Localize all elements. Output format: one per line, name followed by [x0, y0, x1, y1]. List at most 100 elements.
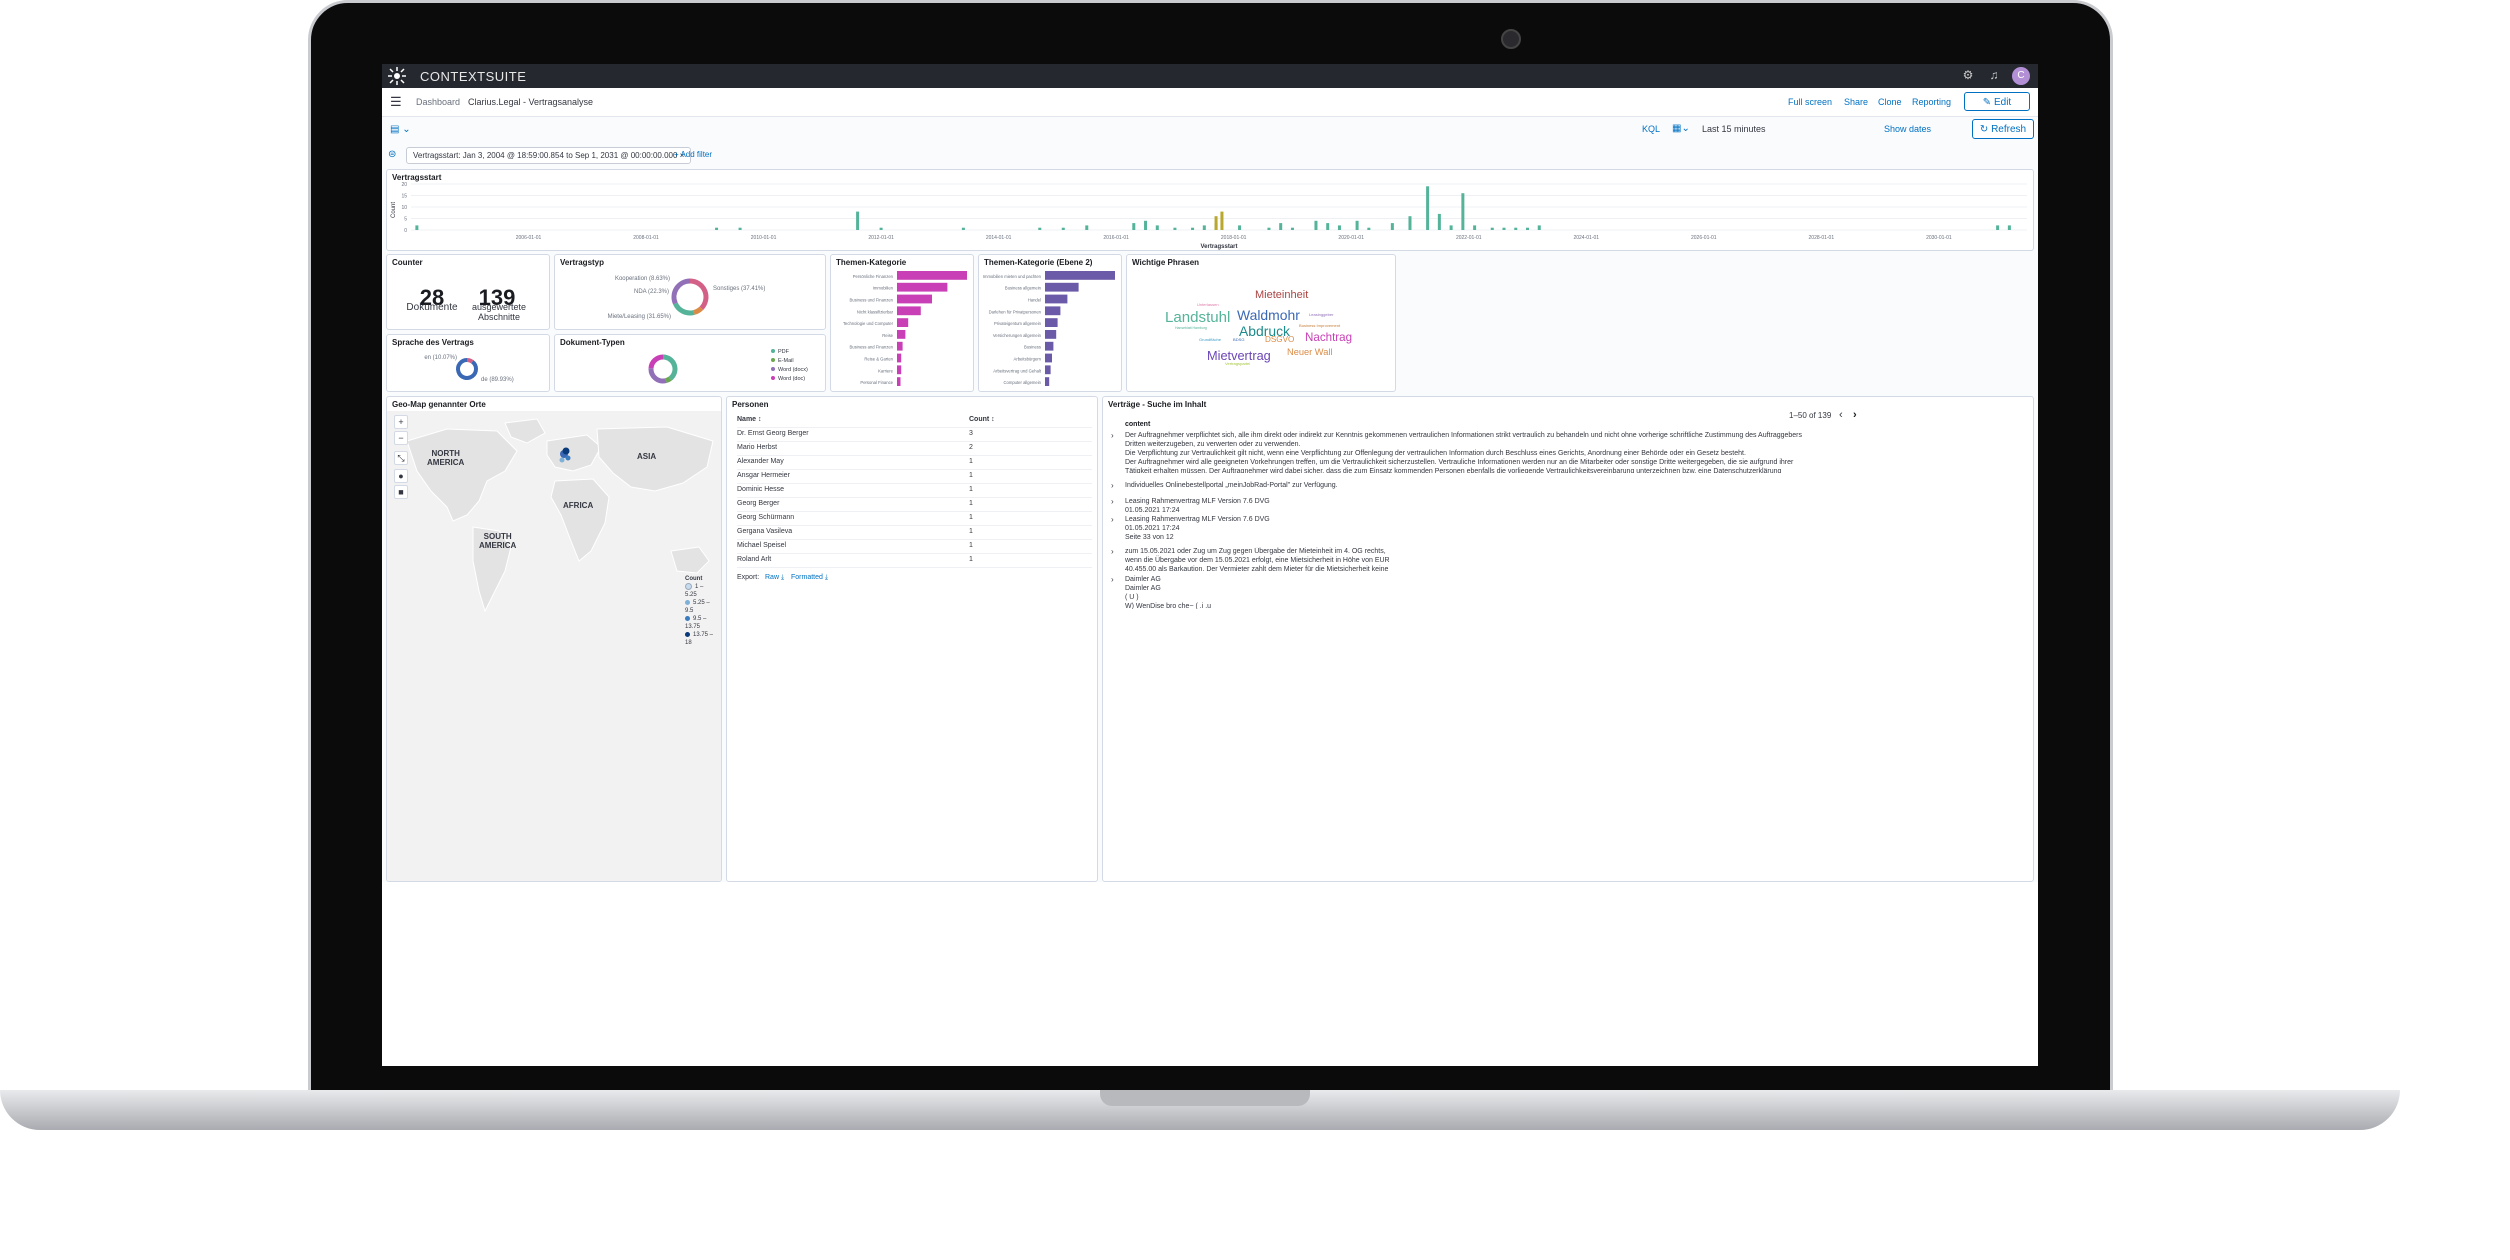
x-tick-label: 2018-01-01	[1221, 235, 1247, 241]
expand-row-icon[interactable]: ›	[1111, 575, 1114, 584]
category-bar	[897, 271, 967, 280]
time-range[interactable]: Last 15 minutes	[1702, 124, 1766, 134]
clone-link[interactable]: Clone	[1878, 97, 1902, 107]
cloud-word[interactable]: Nachtrag	[1305, 331, 1353, 344]
person-name[interactable]: Roland Arlt	[737, 556, 772, 563]
expand-row-icon[interactable]: ›	[1111, 515, 1114, 524]
cloud-word[interactable]: Waldmohr	[1237, 307, 1300, 323]
expand-row-icon[interactable]: ›	[1111, 431, 1114, 440]
table-row: Mario Herbst 2	[737, 441, 1092, 456]
y-tick-label: 5	[404, 217, 407, 223]
filter-options-icon[interactable]: ⊜	[388, 149, 397, 160]
person-name[interactable]: Gergana Vasileva	[737, 528, 793, 535]
next-page-icon[interactable]: ›	[1853, 409, 1857, 421]
edit-button[interactable]: ✎ Edit	[1964, 92, 2030, 111]
cloud-word[interactable]: Hanseblatt Hamburg	[1175, 326, 1207, 330]
zoom-out-icon[interactable]: −	[394, 431, 408, 445]
reporting-link[interactable]: Reporting	[1912, 97, 1952, 107]
avatar[interactable]: C	[2012, 67, 2030, 85]
cloud-word[interactable]: Mietvertrag	[1207, 348, 1271, 363]
cloud-word[interactable]: Abdruck	[1239, 323, 1291, 339]
histogram-bar	[1473, 225, 1477, 230]
content-cell: zum 15.05.2021 oder Zug um Zug gegen Übe…	[1125, 548, 1390, 571]
table-row: Gergana Vasileva 1	[737, 525, 1092, 540]
cloud-word[interactable]: BDSG	[1233, 337, 1245, 342]
kql-toggle[interactable]: KQL	[1642, 124, 1661, 134]
prev-page-icon[interactable]: ‹	[1839, 409, 1843, 421]
person-name[interactable]: Ansgar Hermeier	[737, 472, 790, 479]
cloud-word[interactable]: Vertragspartei	[1225, 361, 1251, 366]
histogram-bar	[1202, 225, 1206, 230]
expand-row-icon[interactable]: ›	[1111, 497, 1114, 506]
panel-personen: Personen Name ↕ Count ↕ Dr. Ernst Georg …	[726, 396, 1098, 882]
full-screen-link[interactable]: Full screen	[1788, 97, 1833, 107]
share-link[interactable]: Share	[1844, 97, 1869, 107]
top-bar: CONTEXTSUITE ⚙ ♫ C	[382, 64, 2038, 88]
export-label: Export:	[737, 574, 760, 581]
person-count: 1	[969, 472, 973, 479]
add-filter-button[interactable]: + Add filter	[674, 150, 713, 159]
contextsuite-logo-icon[interactable]	[384, 65, 410, 87]
help-icon[interactable]: ⚙	[1962, 68, 1974, 82]
cloud-word[interactable]: Business Improvement	[1299, 323, 1341, 328]
histogram-bar	[1132, 223, 1136, 230]
category-label: Technologie und Computer	[843, 321, 894, 326]
y-tick-label: 20	[401, 182, 407, 188]
category-label: Reise	[882, 333, 893, 338]
person-name[interactable]: Dominic Hesse	[737, 486, 785, 493]
person-name[interactable]: Georg Berger	[737, 500, 780, 507]
cloud-word[interactable]: Landstuhl	[1165, 309, 1231, 326]
news-icon[interactable]: ♫	[1989, 68, 1999, 82]
cloud-word[interactable]: Grundfläche	[1199, 337, 1222, 342]
col-count-header[interactable]: Count ↕	[969, 416, 995, 423]
saved-query-icon[interactable]: ▤ ⌄	[390, 124, 411, 135]
breadcrumb-dashboard[interactable]: Dashboard	[416, 97, 461, 107]
panel-title: Counter	[392, 258, 423, 267]
menu-icon[interactable]: ☰	[390, 94, 402, 109]
cloud-word[interactable]: DSGVO	[1265, 335, 1295, 344]
map-point-small[interactable]	[565, 455, 571, 461]
col-name-header[interactable]: Name ↕	[737, 416, 762, 423]
person-count: 1	[969, 514, 973, 521]
category-bar	[1045, 318, 1058, 327]
draw-rectangle-icon[interactable]: ■	[394, 485, 408, 499]
cloud-word[interactable]: Mieteinheit	[1255, 289, 1309, 301]
export-raw-link[interactable]: Raw ⤓	[765, 574, 785, 581]
category-label: Persönliche Finanzen	[853, 274, 894, 279]
calendar-icon[interactable]: ▦⌄	[1672, 123, 1690, 134]
person-name[interactable]: Michael Speisel	[737, 542, 787, 549]
histogram-bar	[1426, 186, 1430, 230]
histogram-bar	[1437, 213, 1441, 230]
show-dates-link[interactable]: Show dates	[1884, 124, 1932, 134]
close-icon[interactable]: ×	[679, 151, 685, 160]
brand-name: CONTEXTSUITE	[420, 69, 527, 84]
person-name[interactable]: Mario Herbst	[737, 444, 778, 451]
slice-label: NDA (22.3%)	[634, 289, 669, 295]
person-name[interactable]: Dr. Ernst Georg Berger	[737, 430, 809, 437]
laptop-notch	[1100, 1090, 1310, 1106]
map-point-small[interactable]	[559, 457, 565, 463]
cloud-word[interactable]: Unterlassen	[1197, 302, 1219, 307]
refresh-button[interactable]: ↻ Refresh	[1972, 119, 2034, 139]
slice-label: Sonstiges (37.41%)	[713, 286, 765, 292]
legend-label: Word (docx)	[778, 367, 808, 373]
filter-pill[interactable]: Vertragsstart: Jan 3, 2004 @ 18:59:00.85…	[406, 147, 692, 164]
person-count: 1	[969, 542, 973, 549]
asia-shape	[596, 426, 714, 492]
zoom-in-icon[interactable]: +	[394, 415, 408, 429]
histogram-bar	[1526, 227, 1530, 230]
histogram-bar	[1390, 223, 1394, 230]
person-name[interactable]: Georg Schürmann	[737, 514, 795, 521]
map-point-dark[interactable]	[562, 447, 570, 455]
cloud-word[interactable]: Leasinggeber	[1309, 312, 1334, 317]
export-formatted-link[interactable]: Formatted ⤓	[791, 574, 828, 581]
world-map[interactable]	[387, 411, 721, 882]
person-name[interactable]: Alexander May	[737, 458, 784, 465]
cloud-word[interactable]: Neuer Wall	[1287, 347, 1333, 357]
draw-point-icon[interactable]: ●	[394, 469, 408, 483]
y-tick-label: 15	[401, 194, 407, 200]
expand-row-icon[interactable]: ›	[1111, 547, 1114, 556]
expand-row-icon[interactable]: ›	[1111, 481, 1114, 490]
category-label: Karriere	[878, 368, 894, 373]
fit-bounds-icon[interactable]: ⤡	[394, 451, 408, 465]
